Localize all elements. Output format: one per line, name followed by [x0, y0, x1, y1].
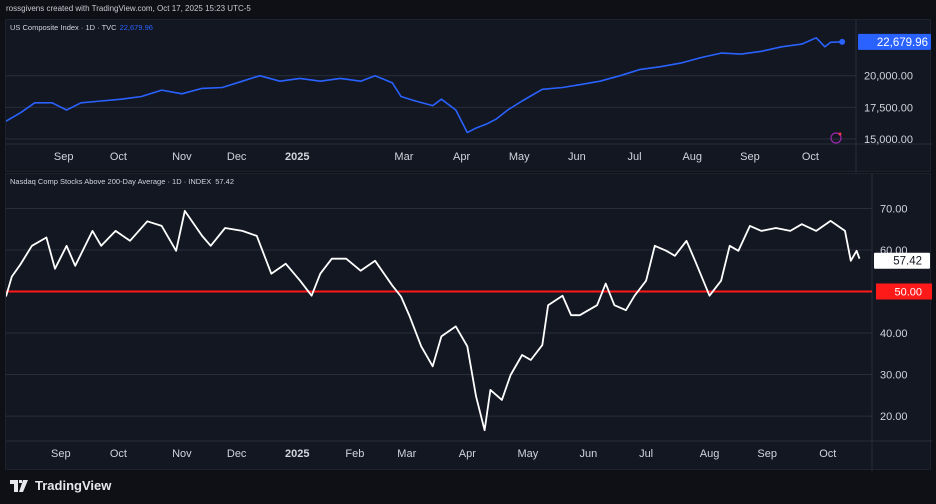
x-tick-label: Dec [227, 448, 247, 460]
composite-pane: 15,000.00 17,500.00 20,000.00 Sep Oct Nov Dec 2… [5, 19, 932, 173]
breadth-chart[interactable]: 20.00 30.00 40.00 60.00 70.00 Sep Oct Nov Dec 202… [6, 174, 932, 471]
x-tick-label: Sep [54, 151, 74, 163]
x-tick-label: Jun [580, 448, 598, 460]
last-point-dot [839, 38, 846, 45]
tradingview-logo[interactable]: TradingView [10, 478, 111, 493]
events-icon [830, 132, 842, 144]
x-tick-label: Mar [397, 448, 416, 460]
y-tick-label: 30.00 [880, 370, 908, 382]
y-tick-label: 70.00 [880, 203, 908, 215]
x-tick-label: 2025 [285, 151, 309, 163]
y-tick-label: 40.00 [880, 328, 908, 340]
y-tick-label: 15,000.00 [864, 134, 913, 146]
x-tick-label: Sep [51, 448, 71, 460]
x-tick-label: May [509, 151, 530, 163]
threshold-label: 50.00 [894, 287, 922, 299]
x-tick-label: Oct [819, 448, 836, 460]
events-dot [838, 132, 842, 136]
last-value-label: 57.42 [893, 256, 922, 268]
breadth-title: Nasdaq Comp Stocks Above 200-Day Average… [10, 177, 212, 186]
x-tick-label: Nov [172, 448, 192, 460]
y-tick-label: 20,000.00 [864, 71, 913, 83]
breadth-legend: Nasdaq Comp Stocks Above 200-Day Average… [10, 177, 234, 186]
x-tick-label: Jul [628, 151, 642, 163]
breadth-pane: 20.00 30.00 40.00 60.00 70.00 Sep Oct Nov Dec 202… [5, 173, 932, 471]
x-tick-label: Feb [345, 448, 364, 460]
last-value-badge [874, 252, 930, 269]
brand-name: TradingView [35, 478, 112, 493]
x-tick-label: Aug [700, 448, 720, 460]
x-tick-label: Mar [394, 151, 413, 163]
x-tick-label: Oct [802, 151, 819, 163]
x-tick-label: Nov [172, 151, 192, 163]
composite-chart[interactable]: 15,000.00 17,500.00 20,000.00 Sep Oct Nov Dec 2… [6, 20, 932, 173]
x-tick-label: Sep [757, 448, 777, 460]
x-tick-label: Jun [568, 151, 586, 163]
y-tick-label: 60.00 [880, 245, 908, 257]
last-value-label: 22,679.96 [877, 37, 928, 49]
tradingview-logo-icon [10, 479, 28, 492]
x-tick-label: Oct [110, 448, 127, 460]
x-tick-label: Apr [453, 151, 470, 163]
x-tick-label: Jul [639, 448, 653, 460]
series-line [6, 210, 861, 432]
y-tick-label: 17,500.00 [864, 102, 913, 114]
composite-legend-value: 22,679.96 [119, 23, 153, 32]
threshold-badge [876, 283, 932, 300]
x-tick-label: Aug [682, 151, 702, 163]
x-tick-label: Oct [110, 151, 127, 163]
x-tick-label: Dec [227, 151, 247, 163]
x-tick-label: Apr [459, 448, 476, 460]
x-tick-label: 2025 [285, 448, 309, 460]
x-tick-label: Sep [740, 151, 760, 163]
x-tick-label: May [517, 448, 538, 460]
last-value-badge [858, 33, 931, 50]
credit-text: rossgivens created with TradingView.com,… [6, 4, 251, 13]
breadth-legend-value: 57.42 [215, 177, 234, 186]
composite-legend: US Composite Index · 1D · TVC 22,679.96 [10, 23, 153, 32]
composite-title: US Composite Index · 1D · TVC [10, 23, 117, 32]
y-tick-label: 20.00 [880, 411, 908, 423]
series-line [6, 37, 843, 134]
